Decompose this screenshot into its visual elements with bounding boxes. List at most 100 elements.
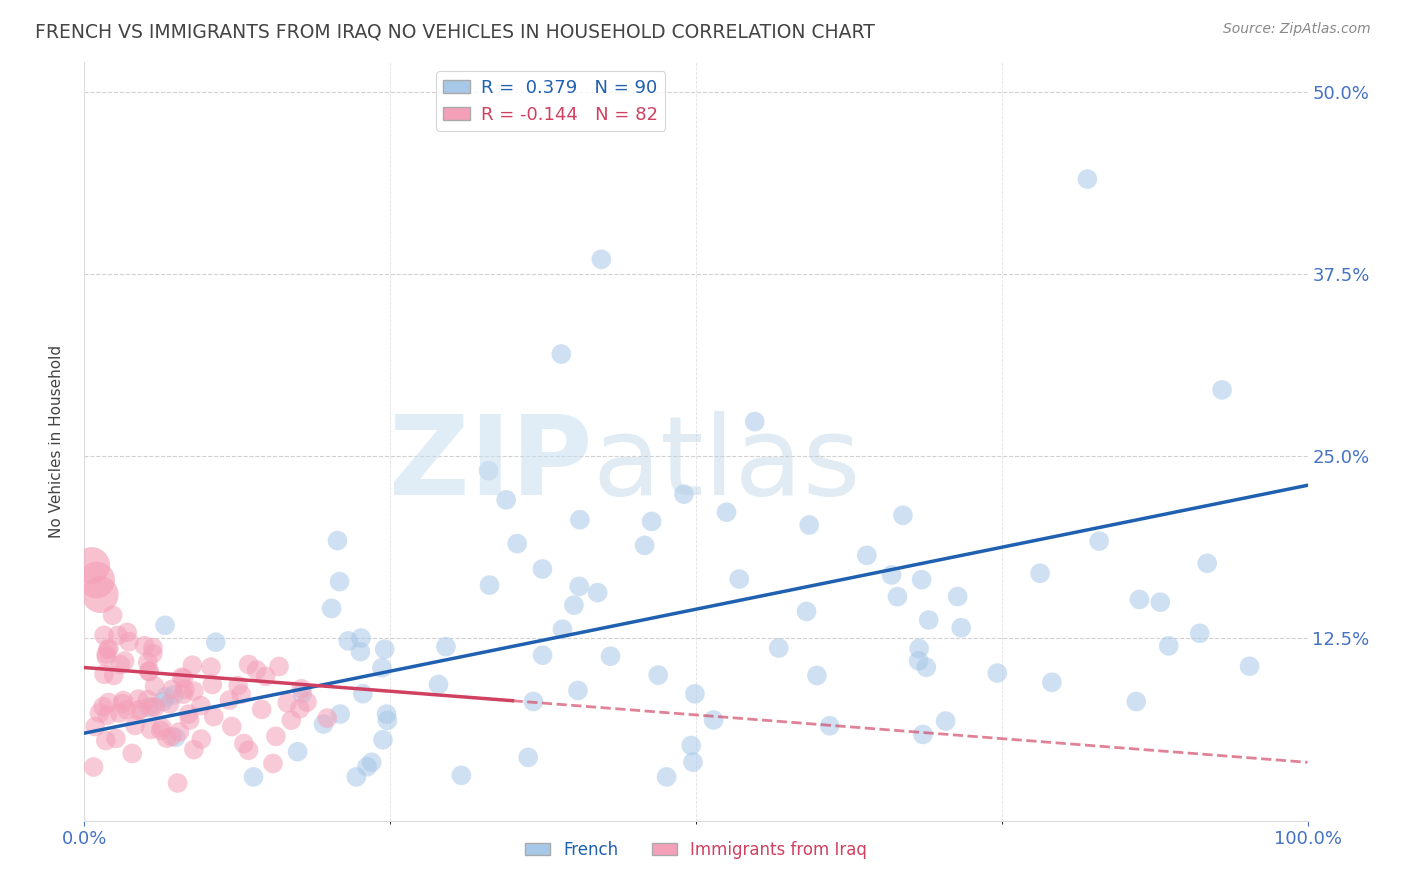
Point [162,682,184,697]
Point [716,505,738,519]
Point [204,635,226,649]
Point [647,668,669,682]
Point [103,668,125,682]
Point [84,720,107,734]
Point [177,707,200,722]
Point [136,655,159,669]
Point [169,724,191,739]
Point [97,642,120,657]
Point [316,711,339,725]
Point [567,683,589,698]
Point [94,733,117,747]
Point [96,647,118,661]
Point [360,756,382,770]
Point [1088,534,1111,549]
Point [450,768,472,782]
Point [799,517,821,532]
Point [226,679,249,693]
Point [950,621,973,635]
Point [911,727,934,741]
Point [477,464,499,478]
Point [818,719,841,733]
Point [112,693,135,707]
Point [264,730,287,744]
Point [1149,595,1171,609]
Point [1029,566,1052,581]
Point [374,642,396,657]
Point [181,658,204,673]
Point [495,492,517,507]
Point [97,696,120,710]
Point [915,660,938,674]
Point [142,647,165,661]
Point [152,695,174,709]
Point [190,698,212,713]
Point [427,677,450,691]
Point [681,739,703,753]
Point [173,671,195,685]
Point [142,640,165,655]
Point [672,487,695,501]
Point [238,743,260,757]
Point [218,693,240,707]
Point [1188,626,1211,640]
Point [517,750,540,764]
Point [728,572,751,586]
Point [221,720,243,734]
Point [80,558,103,573]
Point [744,415,766,429]
Point [918,613,941,627]
Text: FRENCH VS IMMIGRANTS FROM IRAQ NO VEHICLES IN HOUSEHOLD CORRELATION CHART: FRENCH VS IMMIGRANTS FROM IRAQ NO VEHICL… [35,22,875,41]
Point [104,731,127,746]
Point [254,669,277,683]
Point [377,714,399,728]
Point [134,639,156,653]
Text: Source: ZipAtlas.com: Source: ZipAtlas.com [1223,22,1371,37]
Point [337,633,360,648]
Point [107,628,129,642]
Point [1128,592,1150,607]
Point [172,687,194,701]
Point [633,538,655,552]
Point [238,657,260,672]
Point [880,568,903,582]
Point [1197,557,1219,571]
Point [1211,383,1233,397]
Text: atlas: atlas [592,411,860,517]
Point [138,700,160,714]
Point [290,681,312,696]
Point [321,601,343,615]
Point [586,585,609,599]
Point [143,700,166,714]
Point [910,573,932,587]
Point [568,513,591,527]
Point [891,508,914,523]
Point [478,578,501,592]
Point [328,574,350,589]
Point [114,654,136,668]
Point [1040,675,1063,690]
Point [201,677,224,691]
Point [599,649,621,664]
Point [531,648,554,663]
Point [506,536,529,550]
Point [150,721,173,735]
Point [907,654,929,668]
Point [124,718,146,732]
Point [295,695,318,709]
Point [276,696,298,710]
Point [280,713,302,727]
Point [986,666,1008,681]
Point [153,618,176,632]
Point [329,707,352,722]
Point [591,252,613,267]
Point [886,590,908,604]
Point [93,667,115,681]
Point [86,573,108,587]
Point [156,731,179,746]
Point [121,747,143,761]
Point [166,776,188,790]
Point [655,770,678,784]
Point [190,732,212,747]
Point [703,713,725,727]
